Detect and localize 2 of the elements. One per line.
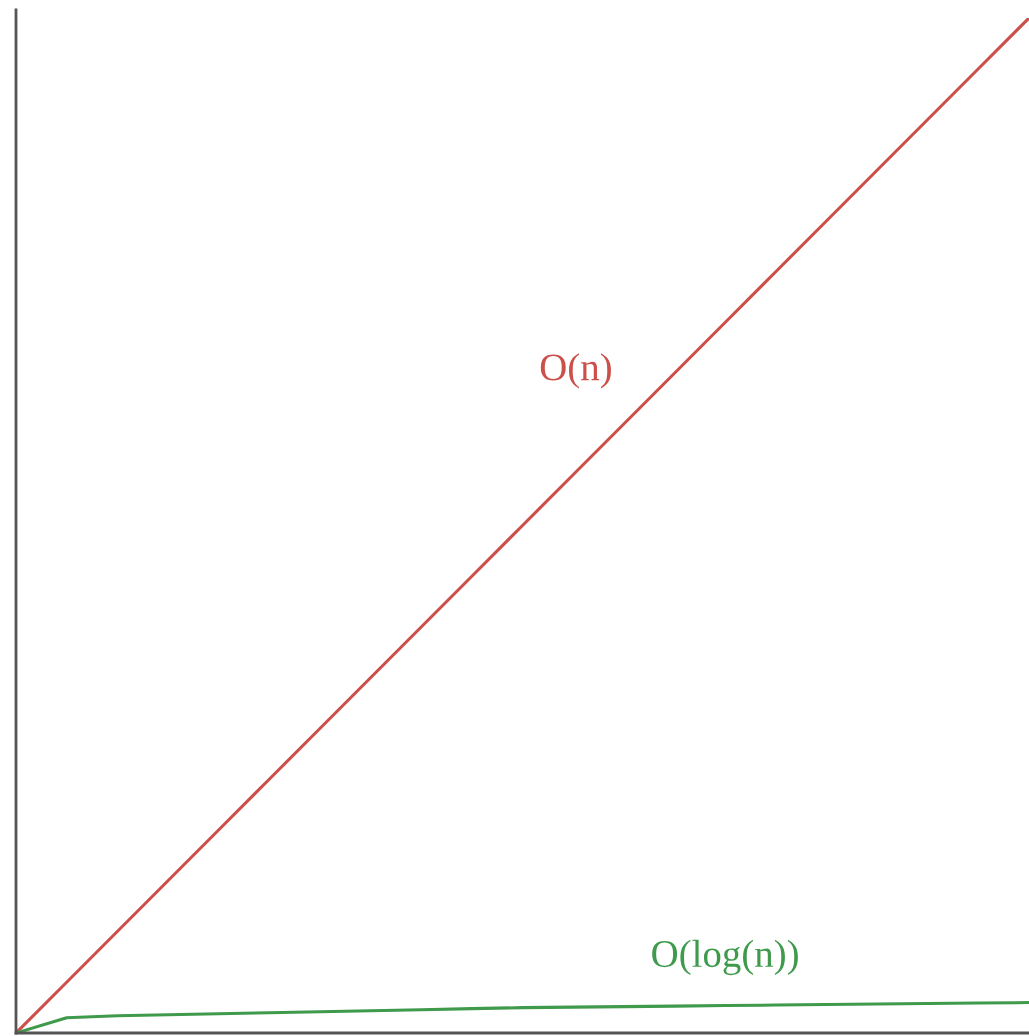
series-label: O(n) xyxy=(540,353,611,389)
series-label: O(log(n)) xyxy=(652,939,798,976)
